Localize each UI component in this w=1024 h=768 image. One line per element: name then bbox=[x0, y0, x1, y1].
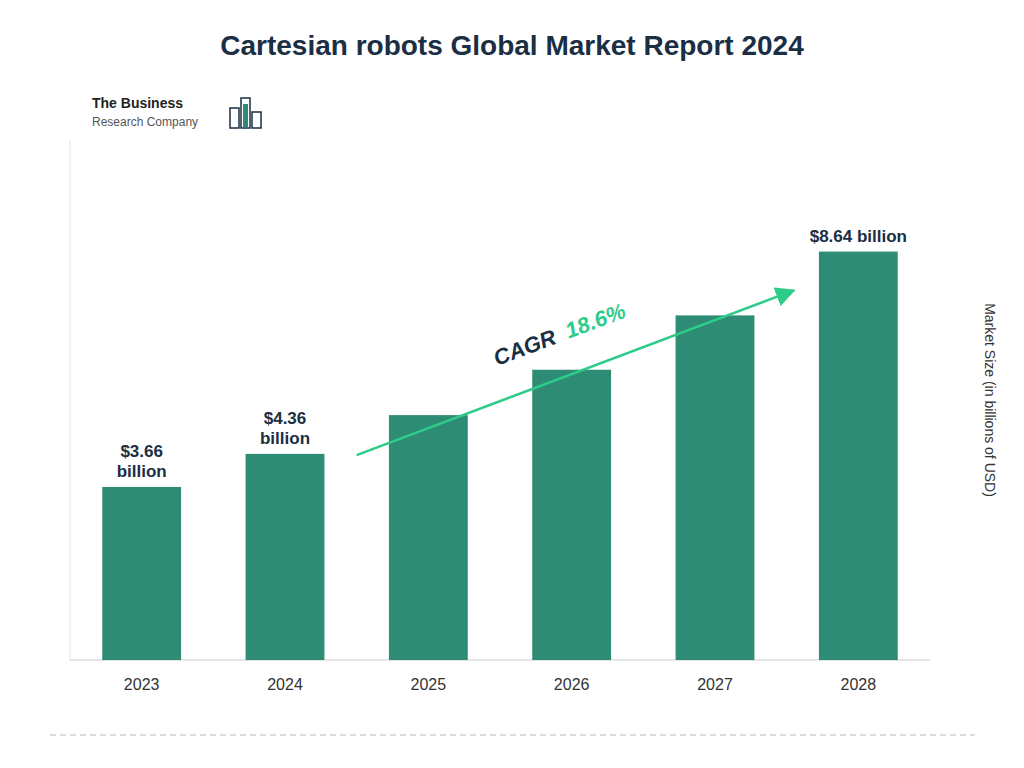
y-axis-label: Market Size (in billions of USD) bbox=[982, 303, 998, 497]
x-axis-line bbox=[70, 660, 930, 661]
data-label: $4.36billion bbox=[260, 409, 310, 448]
data-label-line: billion bbox=[260, 429, 310, 448]
data-label-line: $3.66 bbox=[120, 442, 163, 461]
logo-icon bbox=[243, 104, 248, 127]
data-label-line: $4.36 bbox=[264, 409, 307, 428]
bar bbox=[389, 415, 468, 660]
data-label: $8.64 billion bbox=[810, 227, 907, 246]
logo: The Business Research Company bbox=[92, 95, 261, 129]
data-label: $3.66billion bbox=[117, 442, 167, 481]
logo-text: Research Company bbox=[92, 115, 198, 129]
cagr-label: CAGR18.6% bbox=[490, 298, 629, 370]
x-tick-label: 2028 bbox=[841, 676, 877, 693]
bar bbox=[246, 454, 325, 660]
annotation: 18.6% bbox=[562, 298, 629, 343]
bar bbox=[676, 315, 755, 660]
data-label-line: $8.64 billion bbox=[810, 227, 907, 246]
y-axis-line bbox=[70, 140, 71, 660]
bar bbox=[102, 487, 181, 660]
bar bbox=[819, 252, 898, 660]
cagr-arrow bbox=[357, 290, 794, 455]
chart-container: Cartesian robots Global Market Report 20… bbox=[0, 0, 1024, 768]
x-tick-label: 2025 bbox=[411, 676, 447, 693]
data-label-line: billion bbox=[117, 462, 167, 481]
bar bbox=[532, 370, 611, 660]
footer-line bbox=[50, 734, 975, 735]
logo-text: The Business bbox=[92, 95, 183, 111]
annotation: CAGR bbox=[490, 324, 560, 370]
title: Cartesian robots Global Market Report 20… bbox=[220, 30, 804, 61]
logo-icon bbox=[230, 108, 239, 128]
background bbox=[0, 0, 1024, 768]
logo-icon bbox=[241, 98, 250, 128]
logo-icon bbox=[252, 112, 261, 128]
x-tick-label: 2026 bbox=[554, 676, 590, 693]
chart: Cartesian robots Global Market Report 20… bbox=[0, 0, 1024, 768]
x-tick-label: 2027 bbox=[697, 676, 733, 693]
x-tick-label: 2024 bbox=[267, 676, 303, 693]
bars bbox=[102, 252, 898, 660]
x-tick-label: 2023 bbox=[124, 676, 160, 693]
